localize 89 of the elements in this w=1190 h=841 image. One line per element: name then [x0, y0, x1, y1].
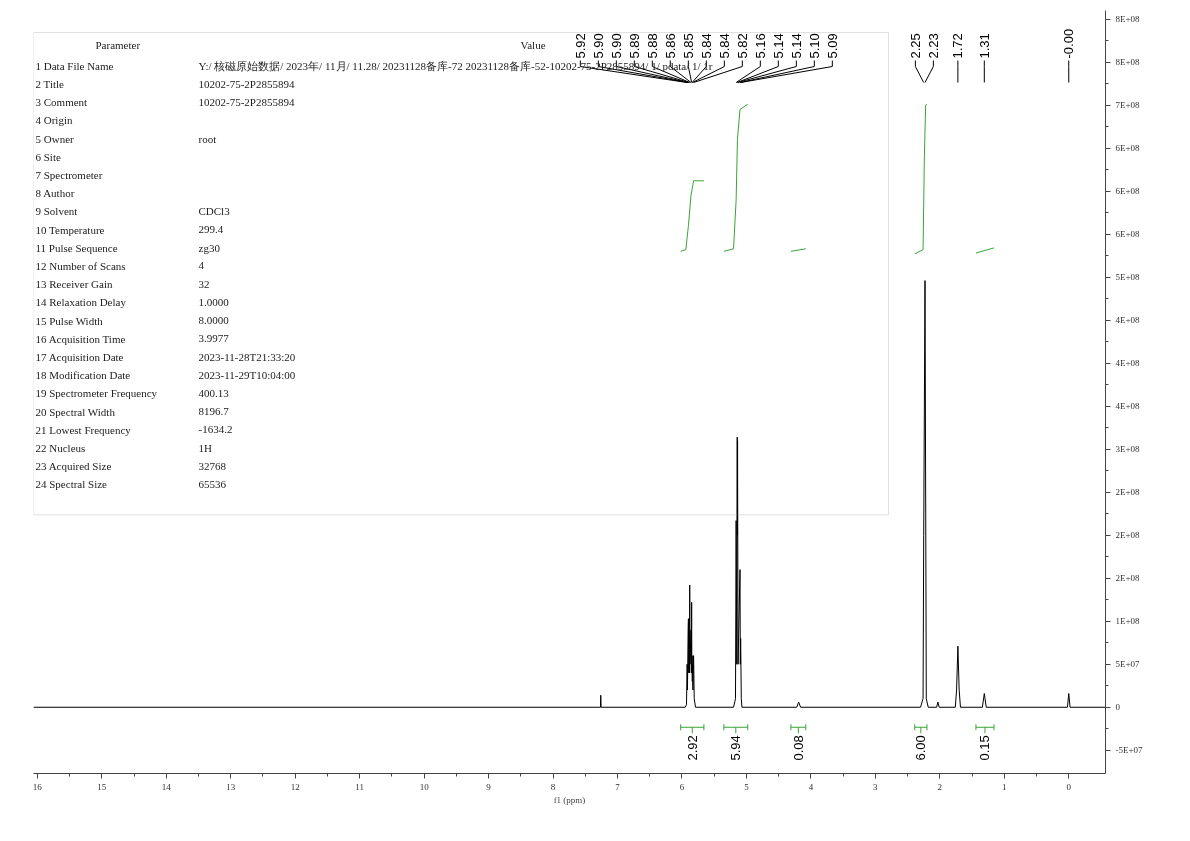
annotation: 0.08: [790, 735, 806, 761]
annotation: 5.85: [680, 33, 696, 59]
x-tick-label: 16: [32, 781, 43, 792]
y-tick-label: 8E+08: [1115, 57, 1141, 68]
y-tick-label: 2E+08: [1115, 573, 1141, 584]
text: 21 Lowest Frequency -1634.2: [35, 423, 233, 436]
text: 24 Spectral Size 65536: [35, 477, 226, 491]
annotation: 2.92: [684, 735, 700, 761]
annotation: 5.90: [608, 33, 624, 59]
annotation: 4 Origin: [35, 114, 73, 127]
y-tick-label: 6E+08: [1115, 229, 1141, 240]
y-tick-label: 1E+08: [1115, 616, 1141, 627]
y-tick-label: -5E+07: [1115, 745, 1144, 756]
text: 3 Comment 10202-75-2P2855894: [35, 96, 295, 109]
y-tick-label: 7E+08: [1115, 100, 1141, 111]
x-tick-label: 1: [1002, 781, 1007, 792]
annotation: 5.14: [788, 33, 804, 59]
annotation: 8 Author: [35, 187, 75, 200]
annotation: 0.15: [977, 735, 993, 761]
annotation: 6 Site: [35, 150, 61, 163]
y-tick-label: 2E+08: [1115, 530, 1141, 541]
text: 5 Owner root: [35, 132, 217, 145]
x-tick-label: 8: [550, 781, 556, 792]
line-series: [914, 103, 928, 255]
text: 15 Pulse Width 8.0000: [35, 314, 229, 327]
y-tick-label: 3E+08: [1115, 444, 1141, 455]
x-axis-title: f1 (ppm): [553, 794, 586, 805]
x-tick-label: 5: [744, 781, 750, 792]
annotation: 5.94: [728, 735, 744, 761]
y-tick-label: 6E+08: [1115, 143, 1141, 154]
annotation: 5.92: [572, 33, 588, 59]
annotation: 5.84: [716, 33, 732, 59]
y-tick-label: 2E+08: [1115, 487, 1141, 498]
annotation: 5.86: [662, 33, 678, 59]
annotation: 5.88: [644, 33, 660, 59]
x-tick-label: 13: [226, 781, 236, 792]
text: 14 Relaxation Delay 1.0000: [35, 295, 229, 309]
text: 12 Number of Scans 4: [35, 259, 204, 272]
line-series: [723, 103, 749, 252]
text: 20 Spectral Width 8196.7: [35, 405, 229, 418]
y-tick-label: 5E+08: [1115, 272, 1141, 283]
x-tick-label: 2: [937, 781, 943, 792]
annotation: 5.84: [698, 33, 714, 59]
x-tick-label: 0: [1066, 781, 1072, 792]
text: 17 Acquisition Date 2023-11-28T21:33:20: [35, 350, 296, 363]
text: 2 Title 10202-75-2P2855894: [35, 77, 295, 90]
x-tick-label: 14: [161, 781, 172, 792]
y-tick-label: 0: [1115, 702, 1121, 713]
text: 23 Acquired Size 32768: [35, 459, 226, 473]
annotation: 5.89: [626, 33, 642, 59]
text: 19 Spectrometer Frequency 400.13: [35, 386, 229, 400]
y-tick-label: 8E+08: [1115, 14, 1141, 25]
annotation: 5.16: [752, 33, 768, 59]
x-tick-label: 4: [808, 781, 814, 792]
y-tick-label: 6E+08: [1115, 186, 1141, 197]
x-tick-label: 6: [679, 781, 685, 792]
annotation: -0.00: [1061, 28, 1077, 59]
x-tick-label: 11: [355, 781, 365, 792]
x-tick-label: 7: [615, 781, 621, 792]
y-tick-label: 4E+08: [1115, 358, 1141, 369]
x-tick-label: 9: [486, 781, 492, 792]
annotation: 7 Spectrometer: [35, 168, 103, 181]
text: 11 Pulse Sequence zg30: [35, 241, 220, 254]
annotation: 5.14: [770, 33, 786, 59]
annotation: 5.10: [806, 33, 822, 59]
annotation: 1.72: [950, 33, 966, 59]
x-tick-label: 15: [97, 781, 107, 792]
annotation: 5.90: [590, 33, 606, 59]
y-tick-label: 4E+08: [1115, 315, 1141, 326]
annotation: 2.23: [925, 33, 941, 59]
x-tick-label: 12: [290, 781, 300, 792]
y-tick-label: 4E+08: [1115, 401, 1141, 412]
text: 13 Receiver Gain 32: [35, 277, 210, 291]
text: 10 Temperature 299.4: [35, 223, 224, 236]
line-series: [33, 280, 1106, 708]
annotation: 1.31: [976, 33, 992, 59]
annotation: 5.09: [824, 33, 840, 59]
annotation: 6.00: [913, 735, 929, 761]
x-tick-label: 3: [873, 781, 879, 792]
x-tick-label: 10: [419, 781, 430, 792]
annotation: 2.25: [907, 33, 923, 59]
text: 9 Solvent CDCl3: [35, 205, 230, 218]
line-series: [680, 180, 705, 252]
text: 22 Nucleus 1H: [35, 441, 212, 454]
text: 16 Acquisition Time 3.9977: [35, 332, 229, 345]
text: Parameter Value: [95, 38, 546, 51]
annotation: 5.82: [734, 33, 750, 59]
y-tick-label: 5E+07: [1115, 659, 1141, 670]
text: 18 Modification Date 2023-11-29T10:04:00: [35, 369, 296, 382]
